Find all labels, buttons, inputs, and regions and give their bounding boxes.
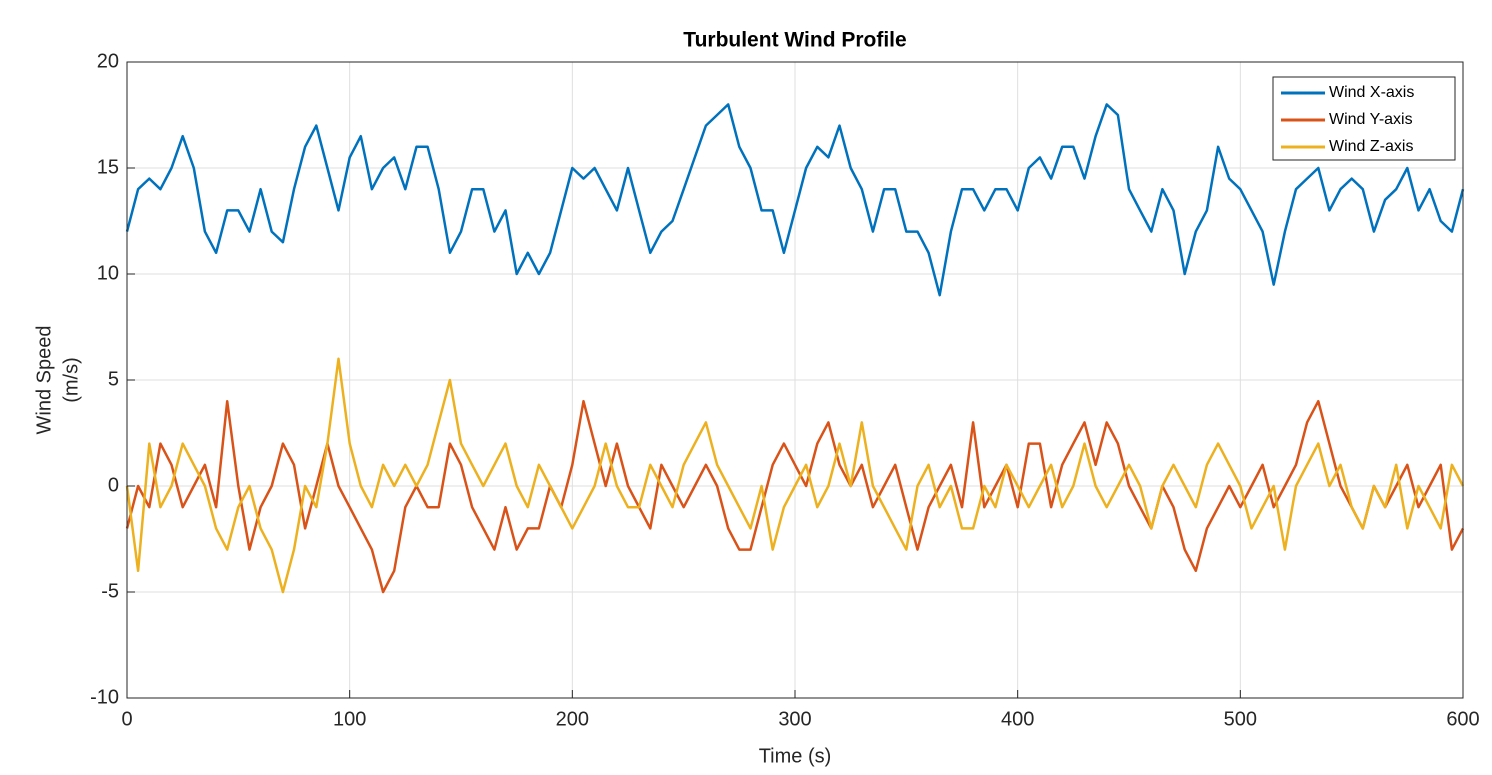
legend: Wind X-axis Wind Y-axis Wind Z-axis	[1272, 76, 1456, 161]
y-tick-label: 5	[108, 368, 119, 390]
x-tick-label: 200	[556, 708, 589, 730]
y-axis-label-line: (m/s)	[60, 357, 82, 403]
legend-label: Wind Y-axis	[1329, 111, 1413, 128]
x-tick-label: 300	[778, 708, 811, 730]
chart-title: Turbulent Wind Profile	[683, 29, 906, 52]
y-tick-label: 0	[108, 474, 119, 496]
y-axis-label-line: Wind Speed	[33, 326, 55, 435]
x-tick-label: 0	[121, 708, 132, 730]
y-tick-label: 10	[97, 262, 119, 284]
y-tick-label: 15	[97, 156, 119, 178]
y-tick-label: -5	[101, 580, 119, 602]
x-tick-label: 100	[333, 708, 366, 730]
x-axis-label: Time (s)	[759, 745, 832, 767]
x-tick-label: 500	[1224, 708, 1257, 730]
legend-label: Wind X-axis	[1329, 84, 1414, 101]
y-axis-label: Wind Speed (m/s)	[33, 326, 82, 435]
y-tick-label: 20	[97, 50, 119, 72]
legend-label: Wind Z-axis	[1329, 138, 1413, 155]
series-line	[125, 103, 1465, 297]
series-line	[125, 357, 1465, 594]
x-tick-label: 600	[1446, 708, 1479, 730]
x-tick-label: 400	[1001, 708, 1034, 730]
series-line	[125, 399, 1465, 594]
y-tick-label: -10	[90, 686, 119, 708]
lines-layer	[125, 103, 1465, 594]
